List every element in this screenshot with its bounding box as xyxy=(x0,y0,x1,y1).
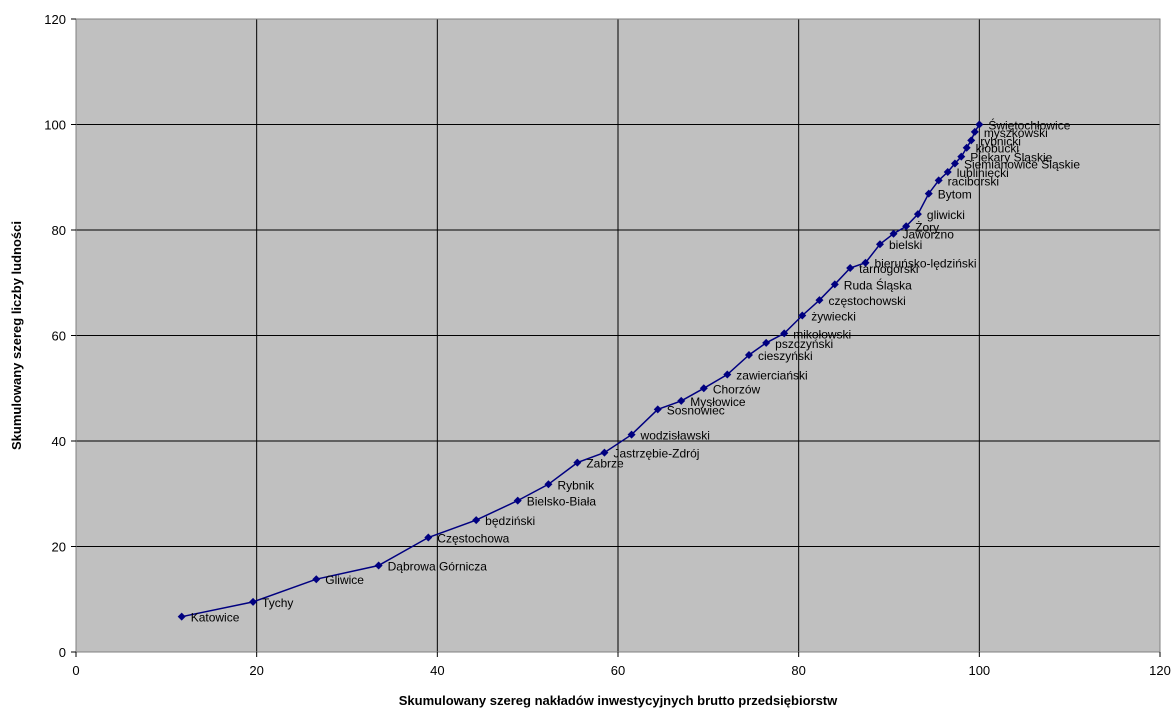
data-point-label: Częstochowa xyxy=(437,532,509,546)
x-tick-label: 40 xyxy=(430,663,444,678)
data-point-label: tarnogórski xyxy=(859,262,918,276)
y-tick-label: 80 xyxy=(52,223,66,238)
data-point-label: Jaworzno xyxy=(903,228,955,242)
data-point-marker xyxy=(975,120,984,129)
data-point-marker xyxy=(957,152,966,161)
data-point-label: Sosnowiec xyxy=(667,403,725,417)
x-axis-title: Skumulowany szereg nakładów inwestycyjny… xyxy=(399,693,838,708)
data-point-marker xyxy=(950,159,959,168)
data-point-label: wodzisławski xyxy=(640,429,710,443)
x-tick-label: 60 xyxy=(611,663,625,678)
data-point-label: częstochowski xyxy=(828,294,905,308)
data-point-marker xyxy=(544,480,553,489)
x-tick-label: 20 xyxy=(249,663,263,678)
data-point-label: cieszyński xyxy=(758,349,813,363)
data-point-marker xyxy=(924,189,933,198)
data-point-marker xyxy=(424,533,433,542)
data-point-marker xyxy=(913,210,922,219)
data-point-marker xyxy=(573,458,582,467)
data-points xyxy=(177,120,984,621)
data-point-label: Żory xyxy=(915,220,939,234)
data-point-label: rybnicki xyxy=(980,134,1021,148)
data-point-label: Mysłowice xyxy=(690,395,746,409)
data-point-label: Gliwice xyxy=(325,573,364,587)
data-point-label: kłobucki xyxy=(976,142,1019,156)
y-tick-label: 100 xyxy=(44,118,66,133)
data-point-label: żywiecki xyxy=(811,309,856,323)
data-point-label: będziński xyxy=(485,514,535,528)
data-point-marker xyxy=(902,222,911,231)
data-point-label: Jastrzębie-Zdrój xyxy=(613,447,699,461)
data-point-marker xyxy=(374,561,383,570)
data-point-marker xyxy=(970,127,979,136)
data-point-marker xyxy=(815,296,824,305)
data-point-marker xyxy=(677,396,686,405)
y-tick-label: 120 xyxy=(44,12,66,27)
data-point-label: Rybnik xyxy=(557,478,595,492)
data-point-label: Piekary Śląskie xyxy=(970,150,1052,165)
y-axis-title: Skumulowany szereg liczby ludności xyxy=(9,221,24,450)
data-point-marker xyxy=(744,351,753,360)
data-point-marker xyxy=(830,280,839,289)
x-tick-label: 100 xyxy=(968,663,990,678)
data-point-marker xyxy=(472,516,481,525)
data-point-marker xyxy=(723,370,732,379)
y-tick-label: 40 xyxy=(52,434,66,449)
data-point-label: lubliniecki xyxy=(957,166,1009,180)
data-point-label: mikołowski xyxy=(793,327,851,341)
point-labels: Katowice Tychy Gliwice Dąbrowa Górnicza Częs… xyxy=(191,118,1081,625)
data-point-label: Świętochłowice xyxy=(988,118,1070,133)
data-point-marker xyxy=(861,258,870,267)
data-point-marker xyxy=(699,384,708,393)
data-point-label: pszczyński xyxy=(775,337,833,351)
data-point-marker xyxy=(627,430,636,439)
data-point-label: Zabrze xyxy=(586,457,624,471)
data-point-label: Siemianowice Śląskie xyxy=(964,157,1080,172)
data-point-label: Tychy xyxy=(262,596,293,610)
data-point-label: Chorzów xyxy=(713,382,761,396)
data-point-marker xyxy=(780,329,789,338)
x-tick-label: 0 xyxy=(72,663,79,678)
data-point-label: Bytom xyxy=(938,188,972,202)
data-point-marker xyxy=(934,176,943,185)
x-axis-ticks: 0 20 40 60 80 100 120 xyxy=(72,652,1171,678)
y-tick-label: 20 xyxy=(52,540,66,555)
data-point-marker xyxy=(875,240,884,249)
data-point-label: Bielsko-Biała xyxy=(527,495,597,509)
y-axis-ticks: 0 20 40 60 80 100 120 xyxy=(44,12,76,660)
data-point-label: bielski xyxy=(889,238,922,252)
data-point-label: zawierciański xyxy=(736,369,807,383)
y-tick-label: 60 xyxy=(52,329,66,344)
data-point-label: Dąbrowa Górnicza xyxy=(388,559,488,573)
data-point-marker xyxy=(962,143,971,152)
data-point-marker xyxy=(798,311,807,320)
data-point-marker xyxy=(846,263,855,272)
data-point-label: Ruda Śląska xyxy=(844,277,912,292)
y-tick-label: 0 xyxy=(59,645,66,660)
data-point-marker xyxy=(600,448,609,457)
data-point-marker xyxy=(889,229,898,238)
data-point-marker xyxy=(312,575,321,584)
data-point-marker xyxy=(177,612,186,621)
data-point-label: myszkowski xyxy=(984,126,1048,140)
data-point-marker xyxy=(653,405,662,414)
data-point-marker xyxy=(943,167,952,176)
x-tick-label: 120 xyxy=(1149,663,1171,678)
data-point-label: bieruńsko-lędziński xyxy=(875,257,977,271)
data-point-marker xyxy=(249,597,258,606)
data-point-marker xyxy=(762,338,771,347)
data-point-label: Katowice xyxy=(191,611,240,625)
x-tick-label: 80 xyxy=(791,663,805,678)
data-point-label: gliwicki xyxy=(927,208,965,222)
data-point-marker xyxy=(967,136,976,145)
data-point-marker xyxy=(513,496,522,505)
data-point-label: raciborski xyxy=(948,174,999,188)
